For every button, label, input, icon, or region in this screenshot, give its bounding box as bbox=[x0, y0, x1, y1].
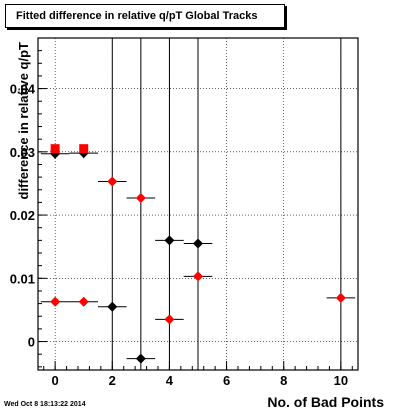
data-point-diamond bbox=[107, 301, 118, 312]
y-tick-label: 0.01 bbox=[10, 271, 35, 286]
x-tick-label: 0 bbox=[52, 373, 59, 388]
data-point-diamond bbox=[164, 314, 175, 325]
data-point-diamond bbox=[193, 238, 203, 249]
x-axis-label: No. of Bad Points bbox=[267, 394, 384, 410]
x-tick-label: 2 bbox=[109, 373, 116, 388]
error-bars bbox=[40, 38, 356, 370]
x-tick-label: 8 bbox=[280, 373, 287, 388]
y-tick-label: 0.04 bbox=[10, 82, 36, 97]
data-point-diamond bbox=[135, 192, 146, 203]
data-point-diamond bbox=[335, 292, 346, 303]
y-axis-label: difference in relative q/pT bbox=[16, 42, 31, 200]
data-point-diamond bbox=[193, 271, 203, 282]
chart-title: Fitted difference in relative q/pT Globa… bbox=[16, 10, 258, 22]
data-point-square bbox=[79, 144, 89, 154]
y-tick-label: 0.02 bbox=[10, 208, 35, 223]
y-tick-label: 0 bbox=[28, 335, 35, 350]
data-point-diamond bbox=[135, 353, 146, 364]
chart-title-box: Fitted difference in relative q/pT Globa… bbox=[5, 4, 285, 28]
y-tick-label: 0.03 bbox=[10, 145, 35, 160]
data-point-diamond bbox=[164, 235, 175, 246]
x-tick-label: 6 bbox=[223, 373, 230, 388]
data-point-diamond bbox=[50, 296, 61, 307]
data-point-diamond bbox=[107, 176, 118, 187]
data-point-diamond bbox=[78, 296, 89, 307]
data-point-square bbox=[50, 144, 60, 154]
timestamp: Wed Oct 8 18:13:22 2014 bbox=[4, 401, 86, 408]
x-tick-label: 4 bbox=[166, 373, 174, 388]
axis-tick-labels: 0 2 4 6 8 10 0 0.01 0.02 0.03 0.04 bbox=[10, 82, 348, 388]
x-tick-label: 10 bbox=[334, 373, 348, 388]
data-markers bbox=[50, 144, 346, 364]
